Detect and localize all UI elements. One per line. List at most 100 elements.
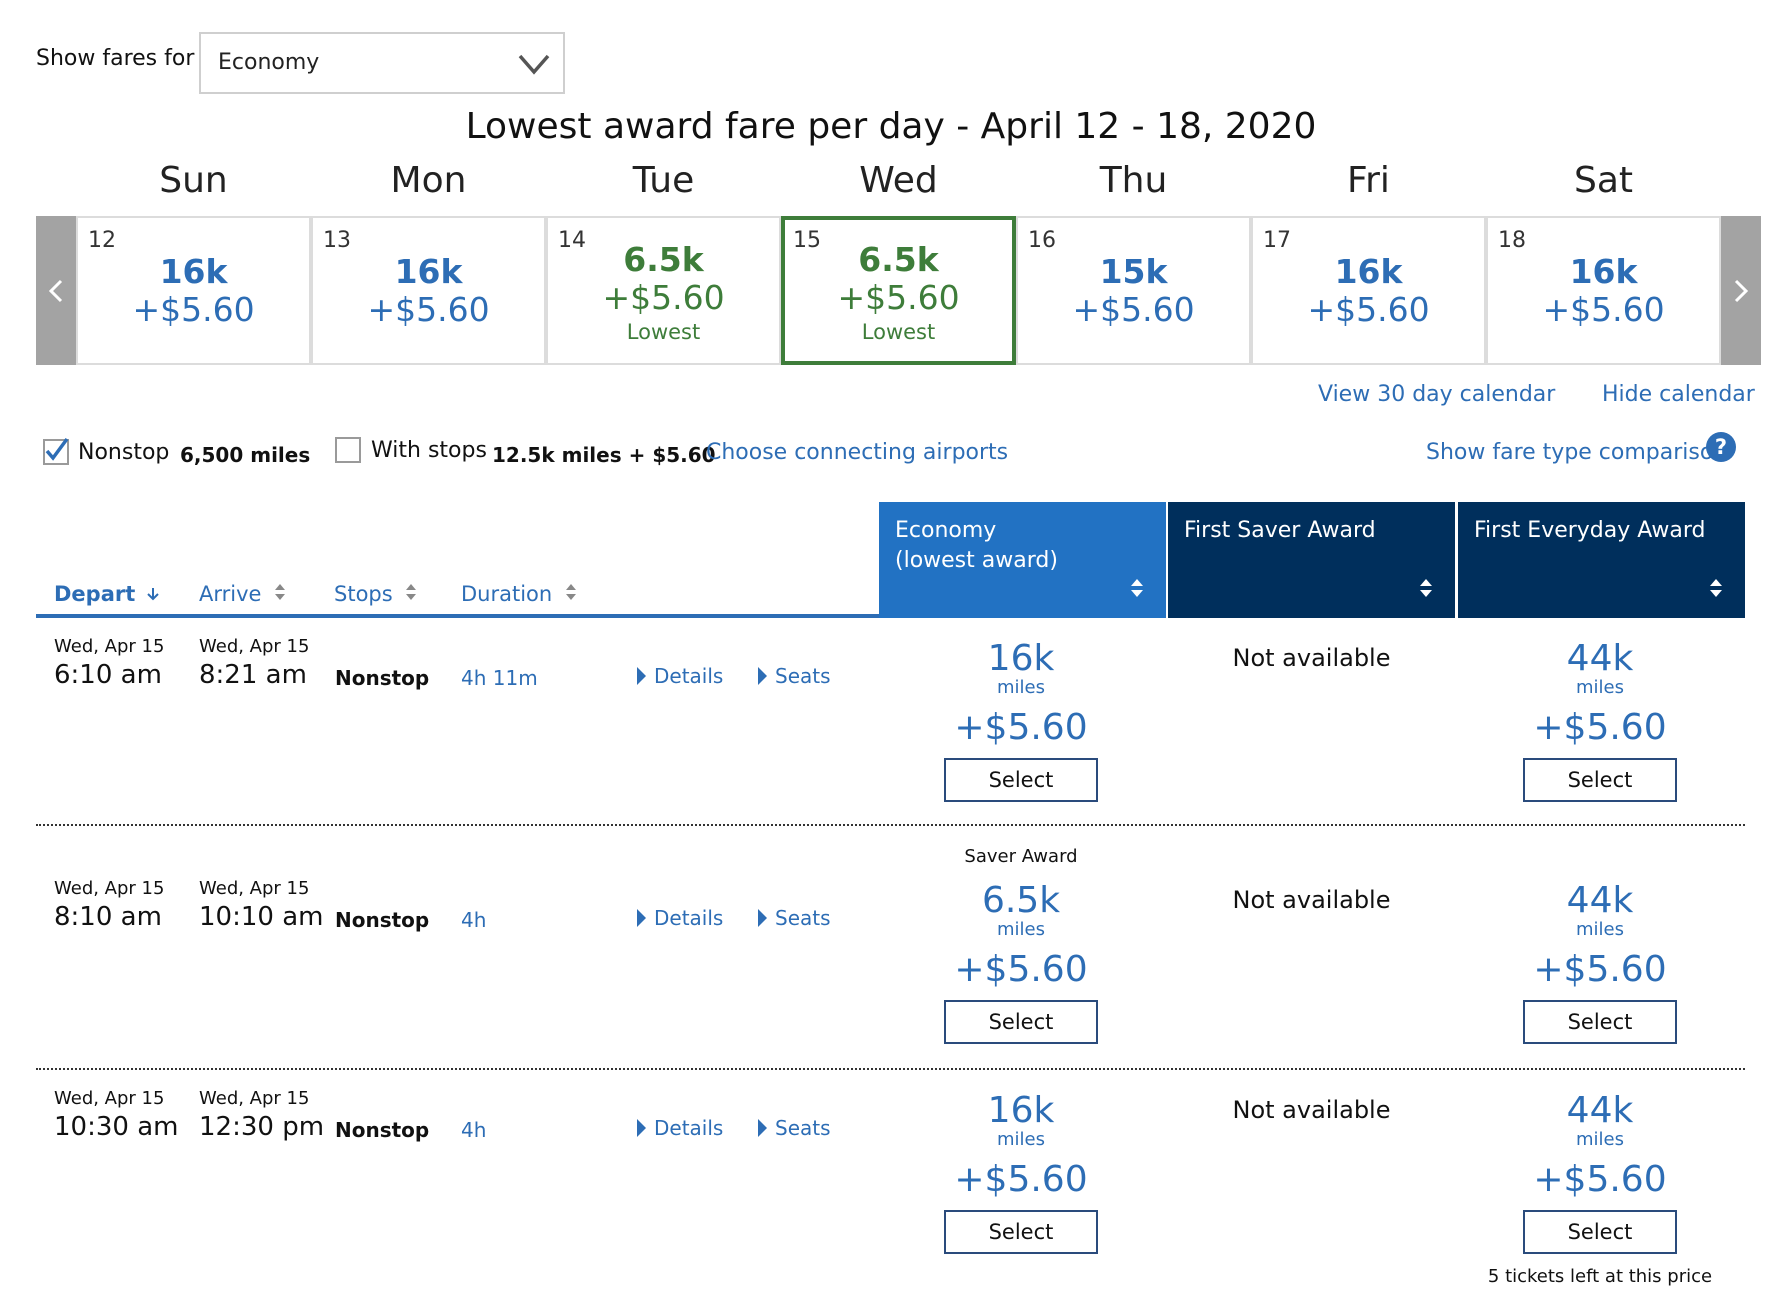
sort-icon: [275, 584, 286, 600]
calendar-next-button[interactable]: [1721, 216, 1761, 365]
with-stops-miles: 12.5k miles + $5.60: [492, 443, 716, 467]
first-saver-not-available: Not available: [1232, 644, 1391, 672]
first-everyday-column-header[interactable]: First Everyday Award: [1458, 502, 1745, 618]
nonstop-label: Nonstop: [78, 440, 170, 465]
economy-select-button[interactable]: Select: [944, 1210, 1098, 1254]
economy-miles: 16k: [987, 638, 1055, 679]
fare-type-comparison-link[interactable]: Show fare type comparison: [1426, 440, 1728, 465]
seats-link[interactable]: Seats: [758, 664, 831, 688]
calendar-day-12[interactable]: 12 16k +$5.60: [76, 216, 311, 365]
caret-right-icon: [758, 667, 767, 685]
calendar-day-miles: 15k: [1099, 252, 1168, 291]
economy-column-header[interactable]: Economy (lowest award): [879, 502, 1166, 618]
economy-fare: 6.5k miles +$5.60 Select: [901, 882, 1141, 1044]
first-saver-column-header[interactable]: First Saver Award: [1168, 502, 1455, 618]
fare-class-select[interactable]: Economy: [199, 32, 565, 94]
dow-tue: Tue: [632, 160, 695, 201]
calendar-day-miles: 6.5k: [623, 240, 704, 279]
details-link[interactable]: Details: [637, 906, 723, 930]
arrive-time: 12:30 pm: [199, 1112, 325, 1142]
first-everyday-header-label: First Everyday Award: [1474, 518, 1706, 543]
economy-miles-unit: miles: [997, 919, 1045, 940]
economy-fare: 16k miles +$5.60 Select: [901, 1092, 1141, 1254]
with-stops-checkbox[interactable]: [335, 437, 361, 463]
duration-value: 4h: [461, 1118, 487, 1142]
hide-calendar-link[interactable]: Hide calendar: [1602, 382, 1755, 407]
dow-sun: Sun: [159, 160, 228, 201]
dow-fri: Fri: [1347, 160, 1390, 201]
checkmark-icon: [45, 437, 69, 461]
economy-fee: +$5.60: [954, 1159, 1088, 1200]
calendar-day-number: 12: [88, 228, 116, 253]
sort-duration[interactable]: Duration: [461, 582, 577, 606]
sort-depart[interactable]: Depart: [54, 582, 159, 606]
calendar-day-number: 14: [558, 228, 586, 253]
sort-icon: [1710, 579, 1722, 597]
depart-date: Wed, Apr 15: [54, 636, 165, 657]
calendar-title: Lowest award fare per day - April 12 - 1…: [465, 106, 1317, 147]
economy-header-line1: Economy: [895, 518, 997, 543]
fare-filter-label: Show fares for: [36, 46, 195, 71]
first-everyday-miles-unit: miles: [1576, 919, 1624, 940]
calendar-day-18[interactable]: 18 16k +$5.60: [1486, 216, 1721, 365]
flight-row: Wed, Apr 15 6:10 am Wed, Apr 15 8:21 am …: [0, 618, 1782, 824]
seats-link[interactable]: Seats: [758, 906, 831, 930]
arrive-time: 8:21 am: [199, 660, 307, 690]
view-30-day-calendar-link[interactable]: View 30 day calendar: [1318, 382, 1556, 407]
calendar-day-fee: +$5.60: [1072, 290, 1195, 329]
flight-row: Wed, Apr 15 8:10 am Wed, Apr 15 10:10 am…: [0, 826, 1782, 1066]
calendar-day-fee: +$5.60: [1307, 290, 1430, 329]
calendar-day-fee: +$5.60: [132, 290, 255, 329]
flight-row: Wed, Apr 15 10:30 am Wed, Apr 15 12:30 p…: [0, 1070, 1782, 1306]
calendar-day-miles: 16k: [1334, 252, 1403, 291]
details-label: Details: [654, 906, 724, 930]
first-everyday-select-button[interactable]: Select: [1523, 1210, 1677, 1254]
first-everyday-miles: 44k: [1566, 638, 1634, 679]
arrive-header: Arrive: [199, 582, 262, 606]
calendar-day-14[interactable]: 14 6.5k +$5.60 Lowest: [546, 216, 781, 365]
arrive-date: Wed, Apr 15: [199, 636, 310, 657]
seats-label: Seats: [775, 906, 831, 930]
sort-arrive[interactable]: Arrive: [199, 582, 286, 606]
economy-select-button[interactable]: Select: [944, 758, 1098, 802]
duration-value: 4h: [461, 908, 487, 932]
first-everyday-miles: 44k: [1566, 1090, 1634, 1131]
nonstop-checkbox[interactable]: [43, 437, 69, 465]
calendar-day-16[interactable]: 16 15k +$5.60: [1016, 216, 1251, 365]
first-everyday-fare: 44k miles +$5.60 Select: [1480, 1092, 1720, 1254]
calendar-prev-button[interactable]: [36, 216, 76, 365]
economy-fare: 16k miles +$5.60 Select: [901, 640, 1141, 802]
depart-date: Wed, Apr 15: [54, 878, 165, 899]
economy-miles: 6.5k: [981, 880, 1061, 921]
chevron-right-icon: [1734, 279, 1749, 302]
calendar-day-fee: +$5.60: [367, 290, 490, 329]
calendar-day-miles: 6.5k: [858, 240, 939, 279]
arrive-date: Wed, Apr 15: [199, 878, 310, 899]
calendar-day-miles: 16k: [159, 252, 228, 291]
chevron-down-icon: [518, 54, 550, 75]
sort-icon: [406, 584, 417, 600]
calendar-day-15-selected[interactable]: 15 6.5k +$5.60 Lowest: [781, 216, 1016, 365]
sort-stops[interactable]: Stops: [334, 582, 417, 606]
calendar-day-number: 18: [1498, 228, 1526, 253]
calendar-day-17[interactable]: 17 16k +$5.60: [1251, 216, 1486, 365]
calendar-day-fee: +$5.60: [837, 278, 960, 317]
economy-select-button[interactable]: Select: [944, 1000, 1098, 1044]
first-everyday-select-button[interactable]: Select: [1523, 1000, 1677, 1044]
help-icon[interactable]: ?: [1706, 432, 1736, 462]
first-saver-not-available: Not available: [1232, 1096, 1391, 1124]
header-underline: [36, 614, 879, 618]
details-link[interactable]: Details: [637, 1116, 723, 1140]
seats-link[interactable]: Seats: [758, 1116, 831, 1140]
calendar-day-13[interactable]: 13 16k +$5.60: [311, 216, 546, 365]
stops-value: Nonstop: [335, 666, 430, 690]
first-everyday-fare: 44k miles +$5.60 Select: [1480, 882, 1720, 1044]
caret-right-icon: [637, 1119, 646, 1137]
stops-value: Nonstop: [335, 1118, 430, 1142]
first-everyday-select-button[interactable]: Select: [1523, 758, 1677, 802]
choose-connecting-airports-link[interactable]: Choose connecting airports: [706, 440, 1009, 465]
depart-date: Wed, Apr 15: [54, 1088, 165, 1109]
details-link[interactable]: Details: [637, 664, 723, 688]
seats-label: Seats: [775, 1116, 831, 1140]
arrive-date: Wed, Apr 15: [199, 1088, 310, 1109]
